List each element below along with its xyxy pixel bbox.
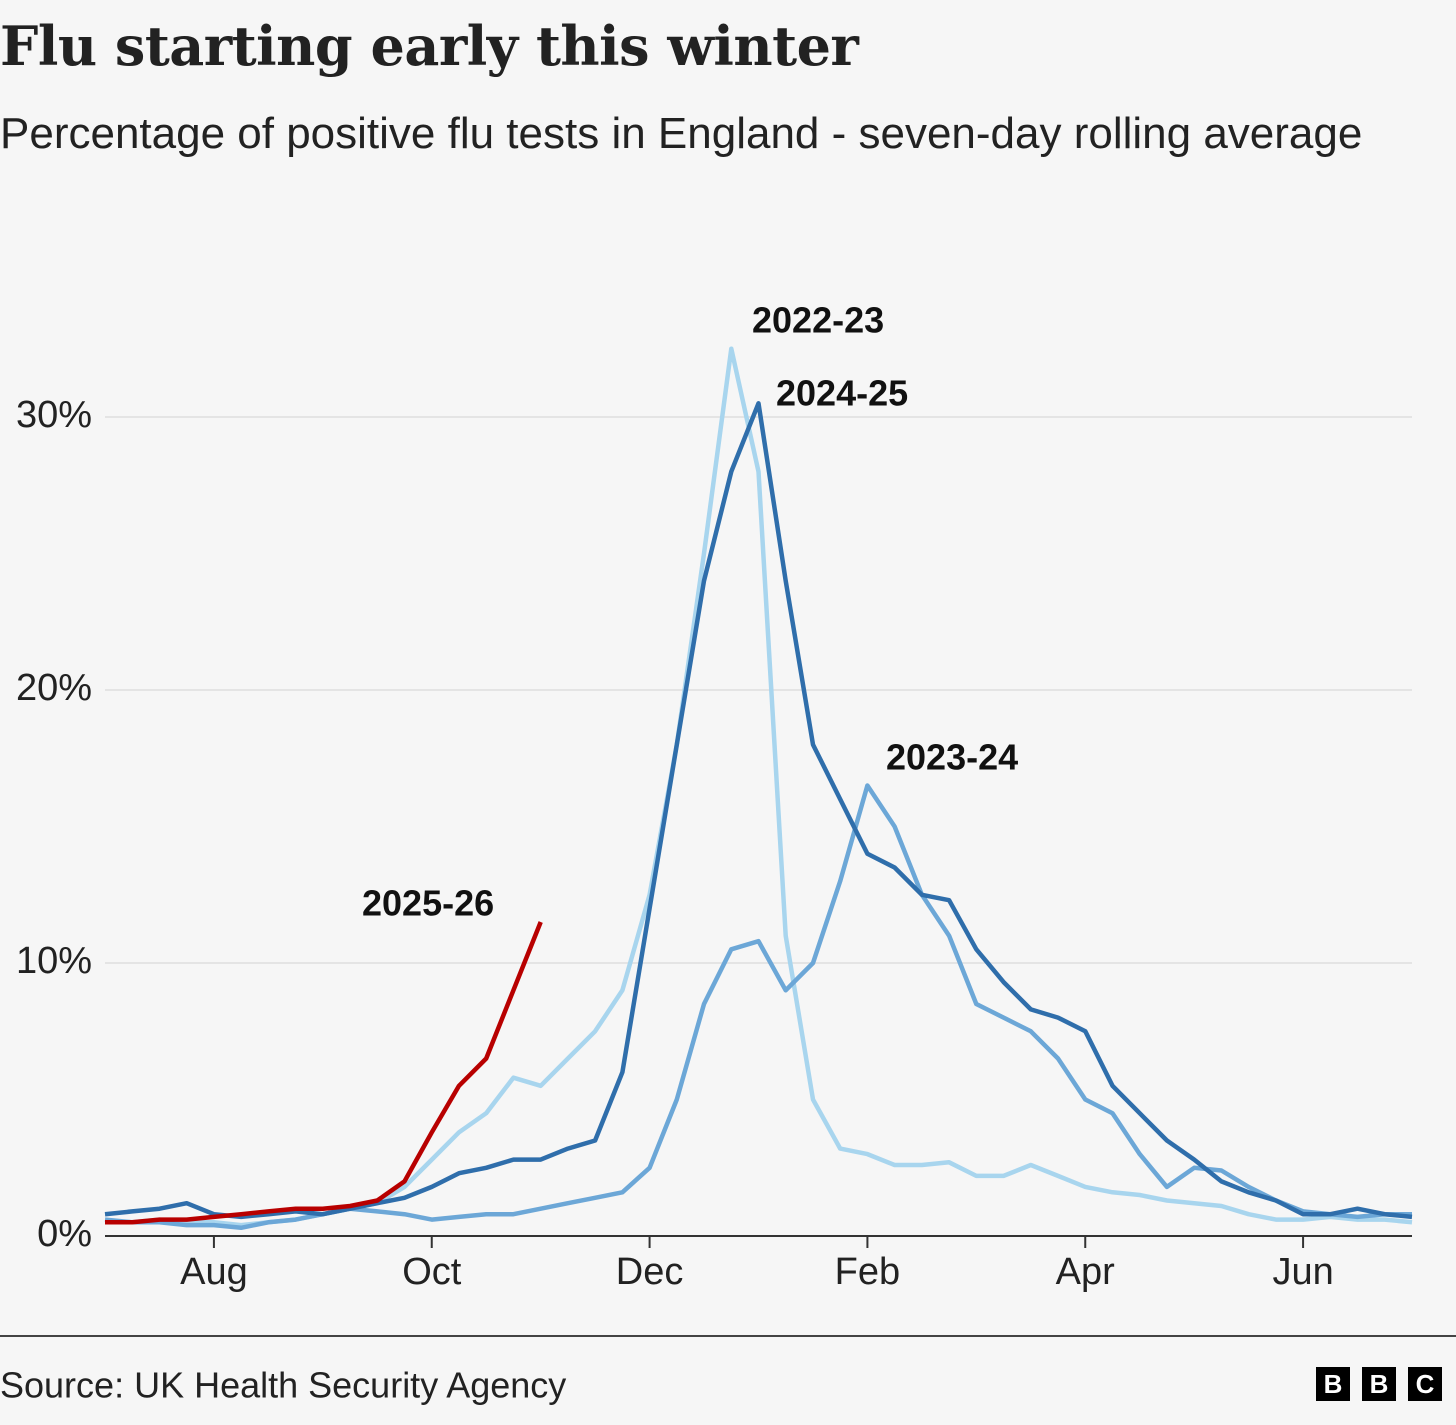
x-tick-label: Oct: [402, 1251, 462, 1293]
x-tick-label: Jun: [1272, 1251, 1333, 1293]
logo-block: [1362, 1367, 1396, 1401]
series-label: 2025-26: [362, 883, 494, 924]
logo-letter: B: [1324, 1369, 1343, 1399]
chart-title: Flu starting early this winter: [0, 14, 859, 78]
y-tick-label: 10%: [16, 940, 92, 982]
series-label: 2022-23: [752, 300, 884, 341]
series-line: [104, 401, 1413, 1220]
series-line: [104, 783, 1412, 1231]
source: Source: UK Health Security Agency: [0, 1365, 566, 1406]
logo-letter: C: [1416, 1369, 1435, 1399]
logo-letter: B: [1370, 1369, 1389, 1399]
series-line: [105, 346, 1413, 1228]
series-line: [105, 921, 543, 1225]
series-label: 2024-25: [776, 373, 908, 414]
x-tick-label: Aug: [180, 1251, 248, 1293]
series-label: 2023-24: [886, 737, 1018, 778]
y-tick-label: 0%: [37, 1213, 92, 1255]
y-tick-label: 30%: [16, 394, 92, 436]
x-tick-label: Apr: [1056, 1251, 1115, 1293]
x-tick-label: Feb: [835, 1251, 900, 1293]
logo-block: [1316, 1367, 1350, 1401]
x-tick-label: Dec: [616, 1251, 684, 1293]
chart-subtitle: Percentage of positive flu tests in Engl…: [0, 109, 1363, 158]
y-tick-label: 20%: [16, 667, 92, 709]
logo-block: [1408, 1367, 1442, 1401]
